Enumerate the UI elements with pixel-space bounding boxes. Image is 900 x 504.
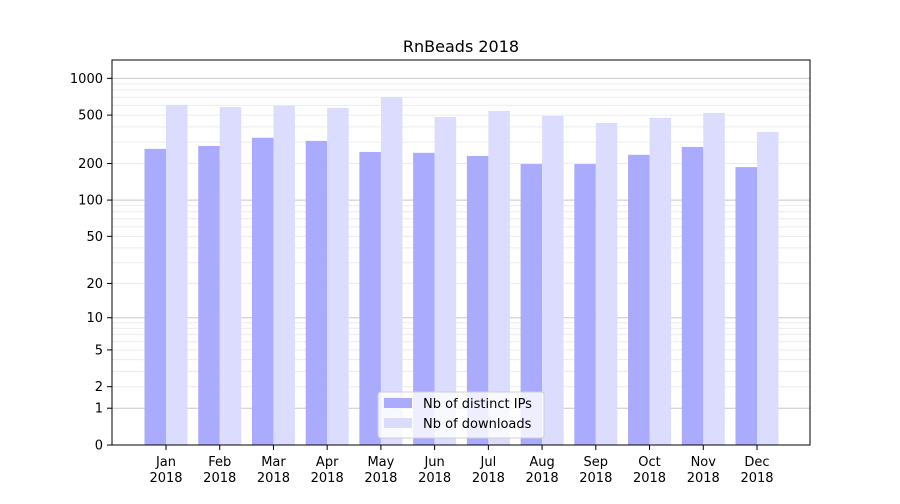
x-tick-label-month: Oct xyxy=(638,455,660,470)
x-tick-label-year: 2018 xyxy=(687,471,720,486)
y-tick-label: 100 xyxy=(78,194,103,209)
legend: Nb of distinct IPs Nb of downloads xyxy=(377,391,545,439)
bar-downloads-may xyxy=(380,96,403,445)
y-tick-label: 10 xyxy=(86,311,103,326)
x-tick-label-month: Nov xyxy=(691,455,717,470)
x-tick-label-month: Dec xyxy=(744,455,769,470)
y-tick-label: 0 xyxy=(95,439,103,454)
bar-downloads-mar xyxy=(273,105,295,445)
chart-title: RnBeads 2018 xyxy=(403,37,519,56)
bar-distinct-ips-jun xyxy=(413,152,435,445)
x-tick-label-month: Mar xyxy=(261,455,286,470)
x-tick-label-year: 2018 xyxy=(418,471,451,486)
x-tick-label-month: Jan xyxy=(155,455,176,470)
x-tick-label-month: May xyxy=(367,455,394,470)
x-tick-label-month: Apr xyxy=(316,455,339,470)
x-tick-label-year: 2018 xyxy=(472,471,505,486)
bar-distinct-ips-oct xyxy=(628,154,650,445)
y-tick-label: 20 xyxy=(86,277,103,292)
bar-downloads-jul xyxy=(488,110,510,446)
x-tick-label-year: 2018 xyxy=(257,471,290,486)
bar-downloads-feb xyxy=(219,106,242,446)
bar-downloads-apr xyxy=(327,107,349,446)
y-tick-label: 1000 xyxy=(70,72,103,87)
x-tick-label-year: 2018 xyxy=(203,471,236,486)
bar-distinct-ips-nov xyxy=(681,146,704,445)
bar-downloads-sep xyxy=(595,122,618,446)
x-tick-label-year: 2018 xyxy=(740,471,773,486)
plot-frame xyxy=(111,59,811,446)
x-tick-label-year: 2018 xyxy=(526,471,559,486)
legend-label: Nb of distinct IPs xyxy=(423,397,532,412)
y-tick-label: 1 xyxy=(95,402,103,417)
x-tick-label-month: Aug xyxy=(529,455,554,470)
x-tick-label-year: 2018 xyxy=(149,471,182,486)
bar-downloads-nov xyxy=(703,112,725,445)
x-tick-label-month: Jun xyxy=(423,455,444,470)
x-tick-label-year: 2018 xyxy=(364,471,397,486)
bar-downloads-aug xyxy=(542,115,564,445)
x-tick-label-year: 2018 xyxy=(633,471,666,486)
x-tick-label-month: Sep xyxy=(584,455,609,470)
x-axis: Jan2018Feb2018Mar2018Apr2018May2018Jun20… xyxy=(149,445,774,486)
x-tick-label-year: 2018 xyxy=(311,471,344,486)
y-axis: 0 1 2 5 10 20 50 100 200 500 1000 xyxy=(70,72,112,454)
x-tick-label-month: Feb xyxy=(208,455,231,470)
y-tick-label: 2 xyxy=(95,380,103,395)
bar-distinct-ips-sep xyxy=(574,164,596,446)
bar-distinct-ips-aug xyxy=(520,164,543,446)
bar-distinct-ips-jan xyxy=(144,148,166,446)
bar-distinct-ips-mar xyxy=(251,137,274,445)
bar-downloads-oct xyxy=(649,117,672,445)
bar-downloads-dec xyxy=(757,131,779,445)
bar-downloads-jun xyxy=(434,116,457,445)
legend-box xyxy=(377,391,545,439)
x-tick-label-month: Jul xyxy=(480,455,497,470)
bar-distinct-ips-dec xyxy=(735,167,757,446)
bar-distinct-ips-apr xyxy=(305,140,328,445)
bar-distinct-ips-may xyxy=(359,151,381,445)
x-tick-label-year: 2018 xyxy=(579,471,612,486)
legend-swatch xyxy=(384,418,412,428)
legend-swatch xyxy=(384,398,412,408)
y-tick-label: 500 xyxy=(78,109,103,124)
y-tick-label: 5 xyxy=(95,343,103,358)
bar-distinct-ips-jul xyxy=(466,155,489,445)
bar-downloads-jan xyxy=(166,104,188,445)
y-tick-label: 200 xyxy=(78,157,103,172)
legend-label: Nb of downloads xyxy=(423,417,532,432)
bar-distinct-ips-feb xyxy=(198,145,220,446)
bars xyxy=(144,96,779,446)
y-tick-label: 50 xyxy=(86,230,103,245)
